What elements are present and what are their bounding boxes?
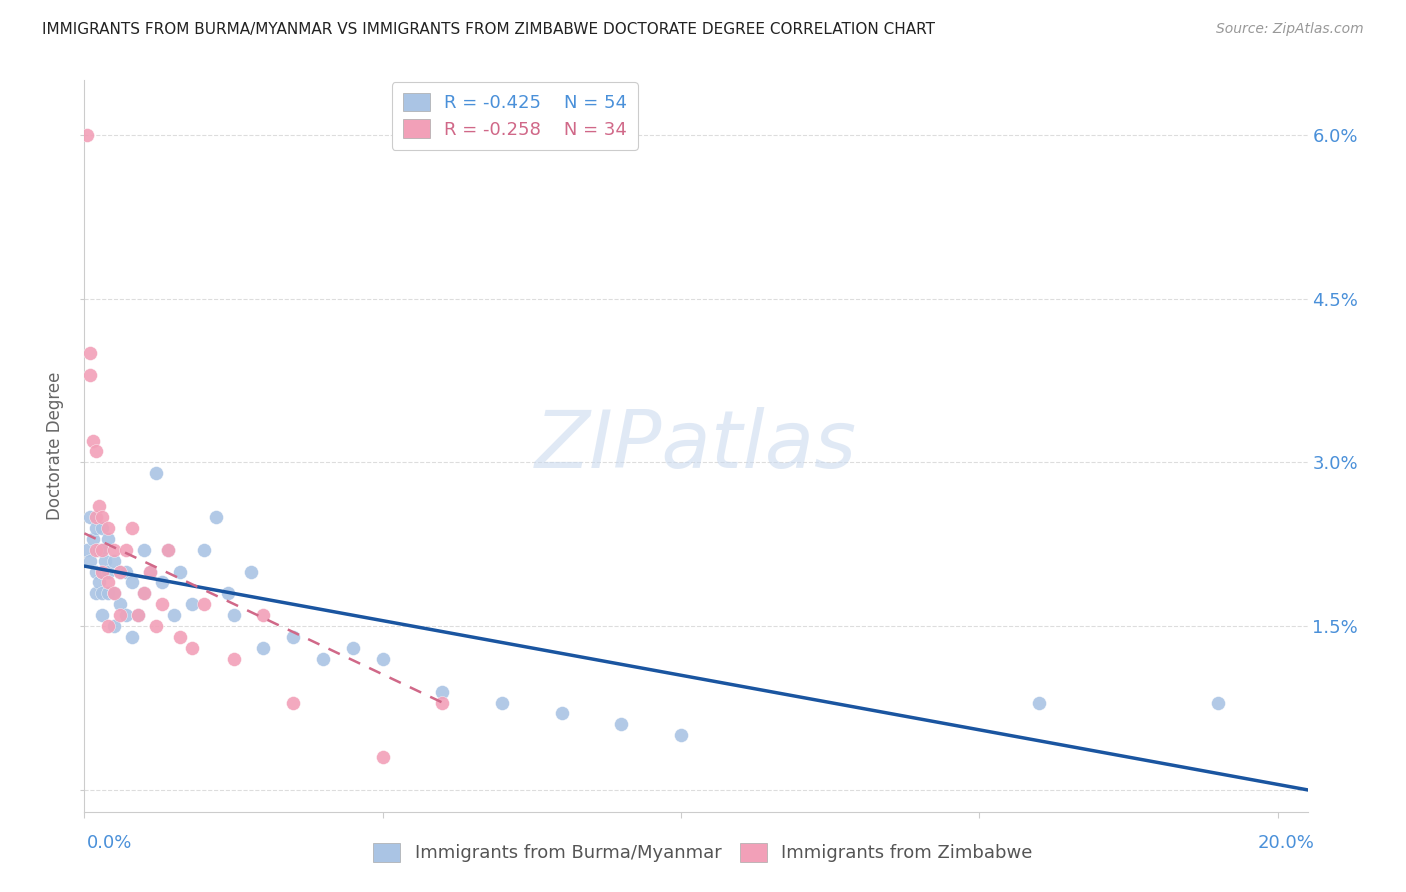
Point — [240, 565, 263, 579]
Point — [97, 532, 120, 546]
Point — [115, 542, 138, 557]
Point — [84, 521, 107, 535]
Point — [1206, 696, 1229, 710]
Point — [103, 619, 125, 633]
Point — [312, 652, 335, 666]
Point — [76, 128, 98, 142]
Point — [76, 542, 98, 557]
Y-axis label: Doctorate Degree: Doctorate Degree — [46, 372, 65, 520]
Point — [1028, 696, 1050, 710]
Point — [89, 499, 111, 513]
Point — [139, 565, 162, 579]
Point — [91, 586, 114, 600]
Point — [91, 608, 114, 623]
Point — [82, 434, 104, 448]
Text: 20.0%: 20.0% — [1258, 834, 1315, 852]
Point — [84, 444, 107, 458]
Point — [432, 684, 454, 698]
Point — [103, 542, 125, 557]
Legend: Immigrants from Burma/Myanmar, Immigrants from Zimbabwe: Immigrants from Burma/Myanmar, Immigrant… — [366, 836, 1040, 870]
Point — [82, 532, 104, 546]
Point — [84, 586, 107, 600]
Point — [371, 652, 394, 666]
Point — [150, 575, 173, 590]
Point — [145, 467, 167, 481]
Point — [156, 542, 179, 557]
Point — [97, 565, 120, 579]
Text: IMMIGRANTS FROM BURMA/MYANMAR VS IMMIGRANTS FROM ZIMBABWE DOCTORATE DEGREE CORRE: IMMIGRANTS FROM BURMA/MYANMAR VS IMMIGRA… — [42, 22, 935, 37]
Point — [342, 640, 364, 655]
Point — [84, 542, 107, 557]
Point — [89, 542, 111, 557]
Point — [204, 510, 226, 524]
Point — [79, 368, 101, 382]
Point — [669, 728, 692, 742]
Point — [121, 575, 143, 590]
Point — [193, 542, 215, 557]
Text: Source: ZipAtlas.com: Source: ZipAtlas.com — [1216, 22, 1364, 37]
Point — [108, 608, 131, 623]
Point — [91, 565, 114, 579]
Point — [91, 521, 114, 535]
Point — [84, 565, 107, 579]
Point — [283, 630, 305, 644]
Point — [252, 640, 274, 655]
Point — [163, 608, 186, 623]
Point — [132, 542, 155, 557]
Point — [103, 586, 125, 600]
Point — [121, 630, 143, 644]
Point — [132, 586, 155, 600]
Point — [432, 696, 454, 710]
Point — [217, 586, 239, 600]
Point — [91, 565, 114, 579]
Point — [103, 554, 125, 568]
Point — [139, 565, 162, 579]
Point — [193, 597, 215, 611]
Point — [121, 521, 143, 535]
Point — [222, 652, 245, 666]
Point — [84, 510, 107, 524]
Point — [150, 597, 173, 611]
Point — [180, 597, 202, 611]
Point — [145, 619, 167, 633]
Point — [89, 575, 111, 590]
Point — [97, 575, 120, 590]
Point — [79, 346, 101, 360]
Point — [115, 608, 138, 623]
Point — [91, 542, 114, 557]
Point — [610, 717, 633, 731]
Point — [91, 542, 114, 557]
Point — [79, 510, 101, 524]
Legend: R = -0.425    N = 54, R = -0.258    N = 34: R = -0.425 N = 54, R = -0.258 N = 34 — [392, 82, 638, 150]
Point — [132, 586, 155, 600]
Point — [169, 565, 191, 579]
Point — [94, 554, 117, 568]
Point — [156, 542, 179, 557]
Text: 0.0%: 0.0% — [87, 834, 132, 852]
Point — [371, 750, 394, 764]
Point — [127, 608, 149, 623]
Text: ZIPatlas: ZIPatlas — [534, 407, 858, 485]
Point — [79, 554, 101, 568]
Point — [103, 586, 125, 600]
Point — [169, 630, 191, 644]
Point — [91, 510, 114, 524]
Point — [252, 608, 274, 623]
Point — [551, 706, 574, 721]
Point — [222, 608, 245, 623]
Point — [108, 565, 131, 579]
Point — [180, 640, 202, 655]
Point — [115, 565, 138, 579]
Point — [127, 608, 149, 623]
Point — [283, 696, 305, 710]
Point — [108, 565, 131, 579]
Point — [491, 696, 513, 710]
Point — [108, 597, 131, 611]
Point — [97, 619, 120, 633]
Point — [97, 521, 120, 535]
Point — [97, 586, 120, 600]
